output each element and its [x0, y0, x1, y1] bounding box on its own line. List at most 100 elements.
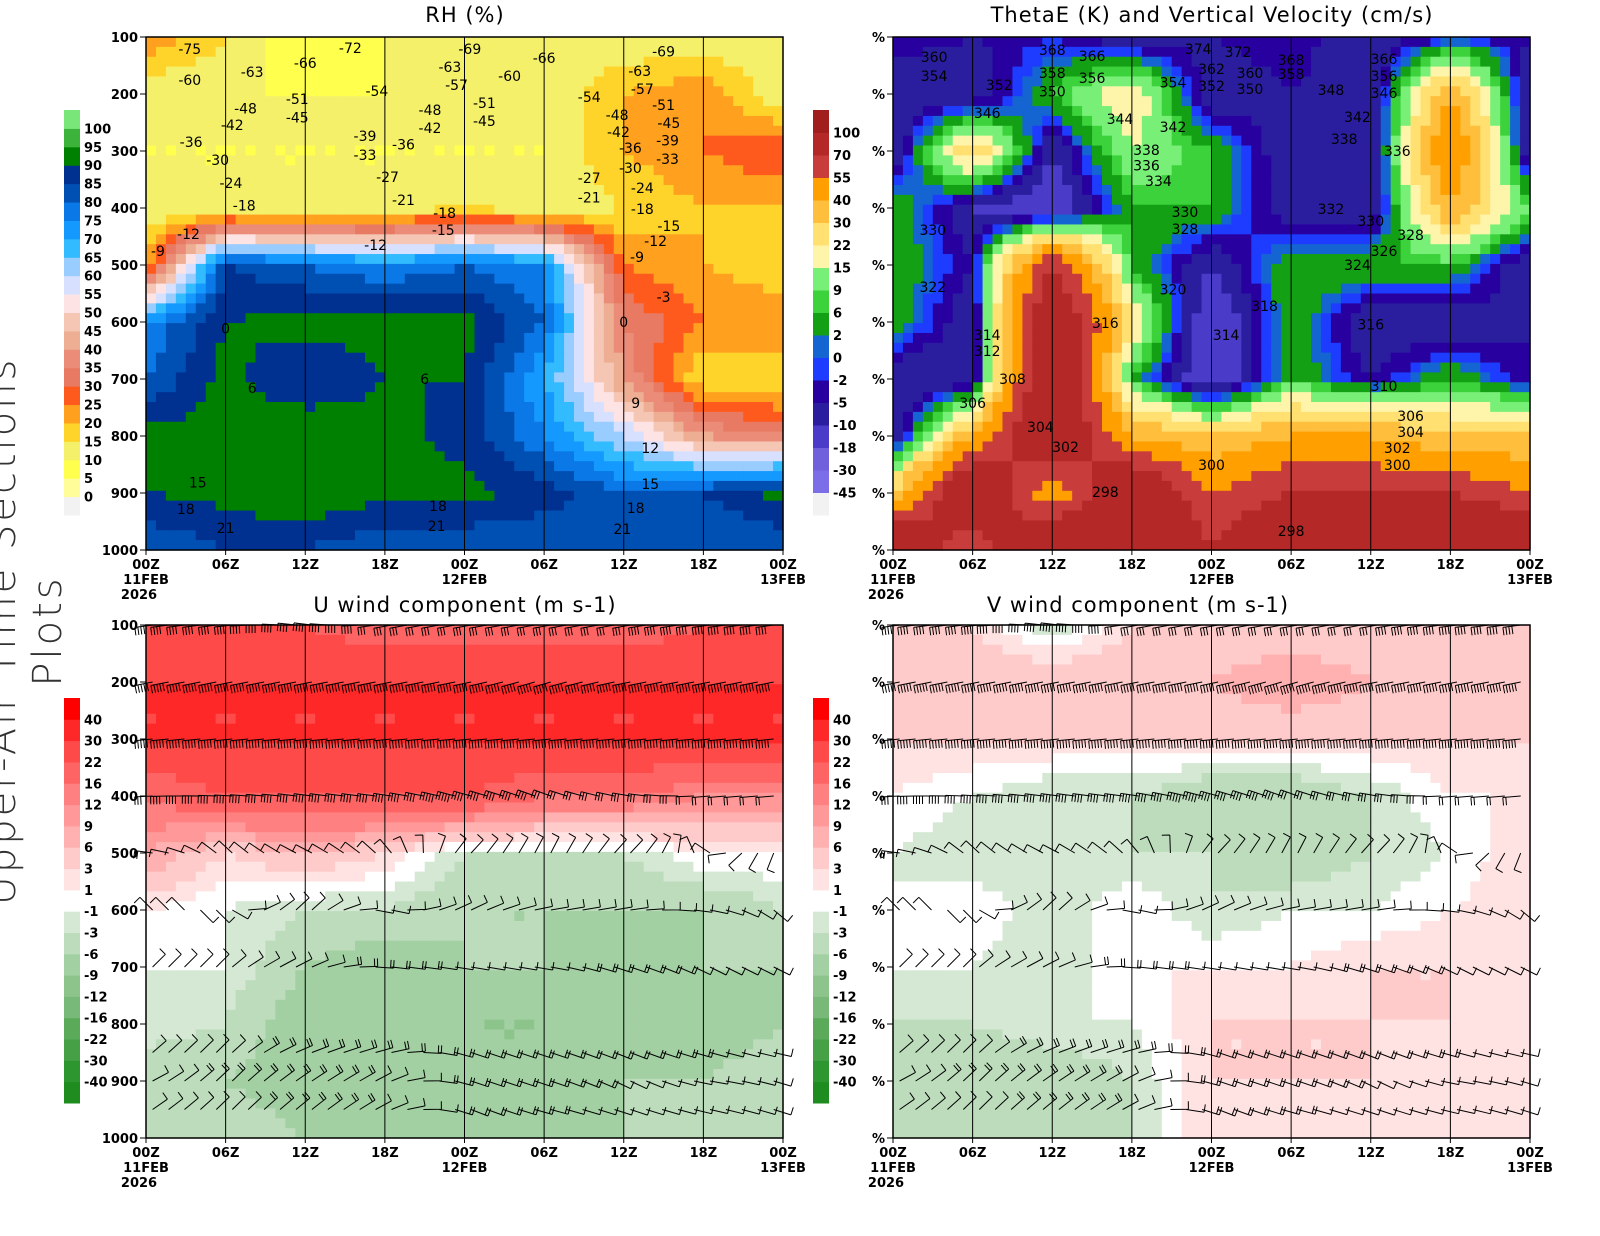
heat-cell	[613, 500, 625, 512]
heat-cell	[444, 303, 456, 314]
heat-cell	[1510, 106, 1521, 117]
heat-cell	[235, 362, 247, 374]
heat-cell	[723, 263, 734, 275]
heat-cell	[1251, 175, 1262, 186]
heat-cell	[1042, 56, 1053, 68]
heat-cell	[1012, 145, 1023, 156]
heat-cell	[623, 263, 635, 275]
heat-cell	[1261, 194, 1272, 206]
heat-cell	[345, 500, 356, 512]
heat-cell	[295, 510, 306, 522]
heat-cell	[603, 500, 615, 512]
heat-cell	[1410, 175, 1422, 186]
heat-cell	[295, 194, 306, 206]
heat-cell	[364, 66, 376, 78]
heat-cell	[424, 323, 436, 334]
heat-cell	[593, 490, 605, 502]
heat-cell	[1062, 263, 1073, 275]
heat-cell	[1320, 234, 1332, 245]
heat-cell	[275, 461, 286, 472]
heat-cell	[1311, 165, 1322, 176]
heat-cell	[1350, 244, 1362, 255]
heat-cell	[564, 184, 575, 196]
heat-cell	[723, 184, 734, 196]
heat-cell	[1350, 214, 1362, 226]
heat-cell	[583, 540, 595, 551]
heat-cell	[534, 332, 545, 344]
heat-cell	[1241, 37, 1252, 48]
heat-cell	[1330, 86, 1342, 97]
heat-cell	[514, 540, 525, 551]
heat-cell	[1151, 254, 1163, 265]
heat-cell	[384, 323, 396, 334]
heat-cell	[1281, 204, 1292, 216]
heat-cell	[384, 244, 396, 255]
heat-cell	[733, 37, 744, 48]
heat-cell	[1072, 86, 1083, 97]
heat-cell	[1171, 244, 1183, 255]
heat-cell	[165, 76, 177, 87]
heat-cell	[683, 165, 695, 176]
heat-cell	[394, 303, 406, 314]
heat-cell	[773, 224, 784, 235]
heat-cell	[404, 530, 416, 541]
heat-cell	[275, 293, 286, 304]
heat-cell	[544, 323, 555, 334]
heat-cell	[205, 194, 217, 206]
heat-cell	[305, 273, 316, 285]
heat-cell	[394, 480, 406, 492]
heat-cell	[613, 155, 625, 166]
heat-cell	[673, 96, 685, 107]
heat-cell	[1151, 155, 1163, 166]
heat-cell	[1181, 46, 1193, 58]
heat-cell	[663, 66, 675, 78]
heat-cell	[325, 520, 336, 531]
heat-cell	[593, 362, 605, 374]
heat-cell	[1171, 56, 1183, 68]
heat-cell	[673, 165, 685, 176]
heat-cell	[504, 332, 515, 344]
heat-cell	[1201, 115, 1213, 127]
heat-cell	[195, 204, 207, 216]
heat-cell	[155, 441, 167, 452]
heat-cell	[1141, 224, 1153, 235]
heat-cell	[1261, 214, 1272, 226]
heat-cell	[155, 145, 167, 156]
heat-cell	[1191, 125, 1203, 137]
heat-cell	[225, 155, 237, 166]
heat-cell	[1330, 214, 1342, 226]
heat-cell	[753, 234, 764, 245]
heat-cell	[1390, 56, 1402, 68]
heat-cell	[743, 540, 754, 551]
heat-cell	[1360, 254, 1372, 265]
heat-cell	[633, 175, 645, 186]
heat-cell	[643, 46, 655, 58]
heat-cell	[444, 510, 456, 522]
heat-cell	[1311, 115, 1322, 127]
heat-cell	[245, 441, 257, 452]
heat-cell	[723, 510, 734, 522]
heat-cell	[564, 332, 575, 344]
heat-cell	[663, 332, 675, 344]
heat-cell	[404, 510, 416, 522]
heat-cell	[345, 263, 356, 275]
heat-cell	[305, 106, 316, 117]
heat-cell	[693, 56, 704, 68]
heat-cell	[564, 342, 575, 354]
heat-cell	[1520, 244, 1531, 255]
heat-cell	[345, 530, 356, 541]
heat-cell	[1520, 184, 1531, 196]
heat-cell	[723, 332, 734, 344]
heat-cell	[733, 510, 744, 522]
heat-cell	[444, 480, 456, 492]
heat-cell	[1520, 175, 1531, 186]
heat-cell	[773, 431, 784, 443]
heat-cell	[534, 254, 545, 265]
heat-cell	[374, 313, 386, 324]
heat-cell	[335, 382, 346, 393]
heat-cell	[573, 520, 585, 531]
heat-cell	[195, 125, 207, 137]
heat-cell	[554, 431, 565, 443]
heat-cell	[255, 46, 267, 58]
heat-cell	[315, 165, 326, 176]
